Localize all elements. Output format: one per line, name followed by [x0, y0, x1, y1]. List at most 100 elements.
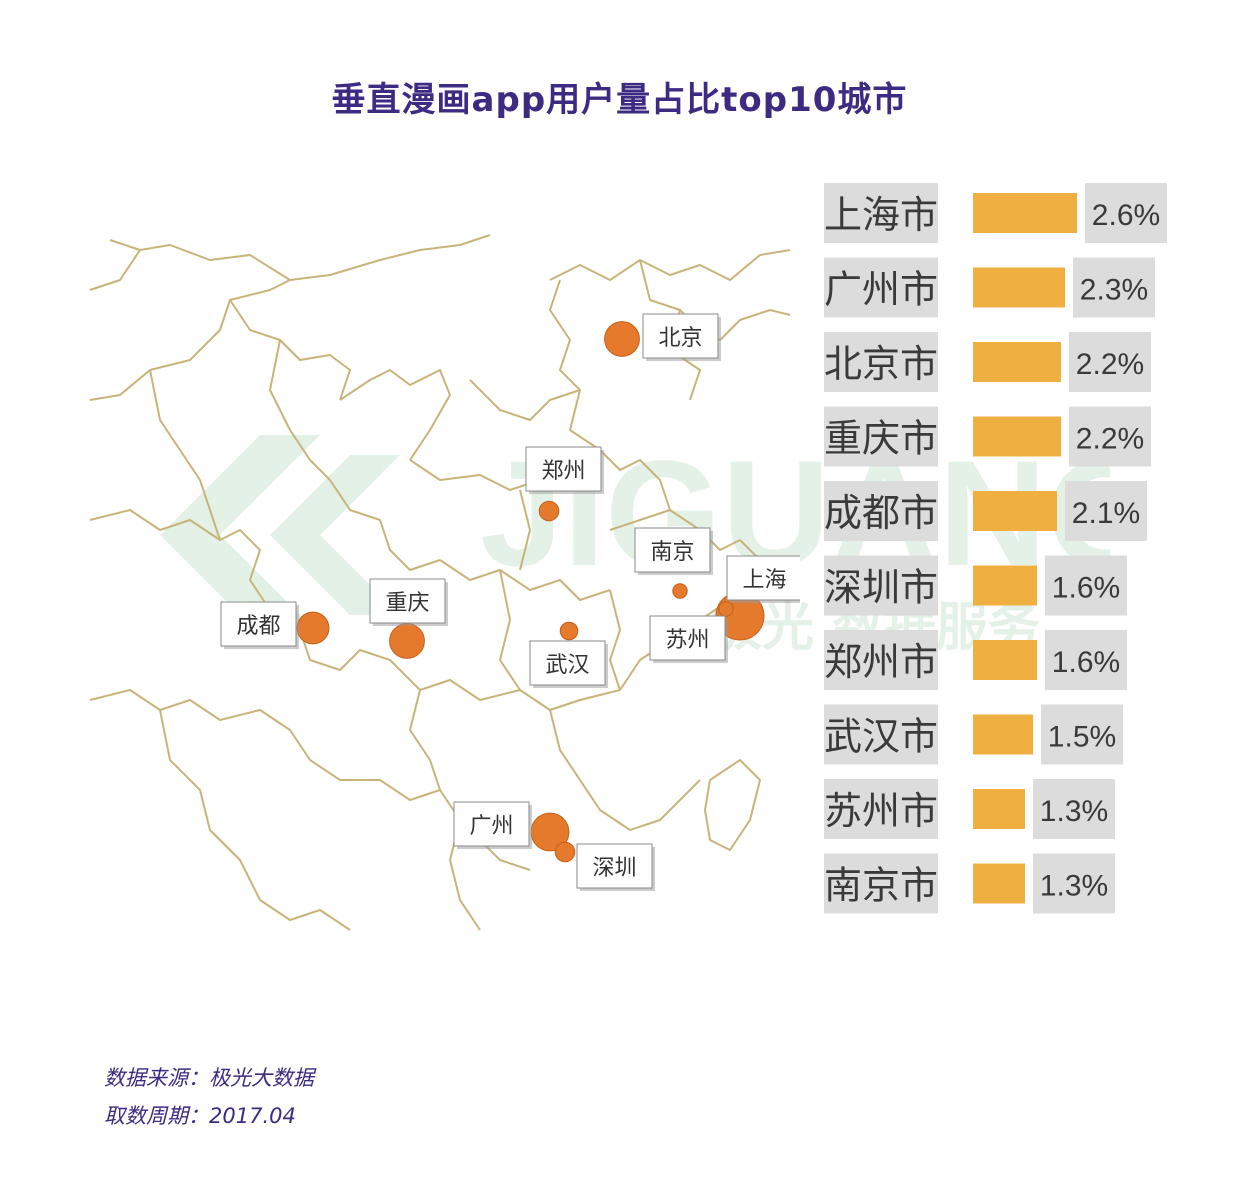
- category-label: 重庆市: [824, 417, 938, 461]
- bar-row: 深圳市 1.6%: [824, 555, 1127, 616]
- city-label-box: [369, 578, 446, 624]
- bar: [973, 193, 1077, 233]
- value-label: 1.3%: [1040, 870, 1108, 903]
- city-label-text: 重庆: [385, 591, 429, 616]
- category-label-bg: [824, 555, 938, 616]
- bar-row: 重庆市 2.2%: [824, 406, 1151, 467]
- bar: [973, 640, 1037, 680]
- category-label-bg: [824, 779, 938, 839]
- city-label: 上海: [726, 555, 800, 603]
- city-label: 重庆: [369, 578, 448, 626]
- value-label-bg: [1073, 257, 1155, 318]
- bar: [973, 714, 1033, 755]
- value-label: 1.3%: [1040, 795, 1108, 828]
- category-label: 郑州市: [824, 640, 938, 684]
- category-label: 广州市: [824, 268, 938, 312]
- value-label: 1.6%: [1052, 572, 1120, 605]
- city-bubble: [554, 841, 576, 863]
- city-bubble: [672, 583, 688, 599]
- city-label-text: 广州: [469, 814, 513, 839]
- bar: [973, 863, 1025, 904]
- value-label: 2.3%: [1080, 274, 1148, 307]
- category-label: 成都市: [824, 491, 938, 535]
- city-label-text: 郑州: [541, 459, 585, 484]
- chart-title: 垂直漫画app用户量占比top10城市: [331, 80, 908, 120]
- city-label-box: [453, 801, 530, 847]
- city-bubble: [296, 611, 330, 645]
- category-label-bg: [824, 630, 938, 690]
- bar-row: 苏州市 1.3%: [824, 779, 1115, 839]
- value-label: 2.6%: [1092, 199, 1160, 232]
- city-label-text: 成都: [236, 614, 280, 639]
- value-label-bg: [1085, 183, 1167, 243]
- bar-row: 广州市 2.3%: [824, 257, 1155, 318]
- bar-row: 成都市 2.1%: [824, 481, 1147, 541]
- city-bubble: [559, 621, 579, 641]
- city-label-box: [529, 640, 606, 686]
- bar: [973, 342, 1061, 382]
- city-label-text: 上海: [742, 568, 786, 593]
- value-label-bg: [1065, 481, 1147, 541]
- city-bubble: [604, 321, 640, 357]
- city-label-text: 北京: [658, 326, 702, 351]
- category-label: 深圳市: [824, 566, 938, 610]
- value-label: 2.1%: [1072, 497, 1140, 530]
- city-label-box: [525, 446, 602, 492]
- city-label: 武汉: [529, 640, 608, 688]
- city-bubbles: [296, 321, 765, 863]
- category-label: 南京市: [824, 864, 938, 908]
- city-label: 郑州: [525, 446, 604, 494]
- category-label-bg: [824, 853, 938, 914]
- city-bubble: [389, 623, 425, 659]
- value-label: 2.2%: [1076, 348, 1144, 381]
- category-label-bg: [824, 257, 938, 318]
- value-label: 2.2%: [1076, 423, 1144, 456]
- category-label: 苏州市: [824, 789, 938, 833]
- bar-row: 郑州市 1.6%: [824, 630, 1127, 690]
- city-label: 深圳: [576, 843, 655, 891]
- bar-rows: 上海市 2.6% 广州市 2.3% 北京市 2.2% 重庆市 2.2% 成都市 2.1% 深圳市 1.…: [824, 183, 1167, 914]
- category-label: 北京市: [824, 342, 938, 386]
- value-label-bg: [1033, 853, 1115, 914]
- city-label: 广州: [453, 801, 532, 849]
- value-label: 1.6%: [1052, 646, 1120, 679]
- city-label-text: 南京: [650, 540, 694, 565]
- city-label: 苏州: [649, 615, 728, 663]
- city-label: 北京: [642, 313, 721, 361]
- category-label-bg: [824, 332, 938, 392]
- bar: [973, 267, 1065, 308]
- value-label-bg: [1041, 704, 1123, 765]
- ranking-bars: 上海市 2.6% 广州市 2.3% 北京市 2.2% 重庆市 2.2% 成都市 2.1% 深圳市 1.…: [824, 183, 1167, 914]
- category-label-bg: [824, 406, 938, 467]
- city-label: 南京: [634, 527, 713, 575]
- city-label-text: 苏州: [665, 628, 709, 653]
- value-label: 1.5%: [1048, 721, 1116, 754]
- bar: [973, 416, 1061, 457]
- city-bubble: [538, 500, 560, 522]
- bar: [973, 565, 1037, 606]
- city-label-box: [576, 843, 653, 889]
- value-label-bg: [1069, 332, 1151, 392]
- city-label-box: [726, 555, 800, 601]
- city-label: 成都: [220, 601, 299, 649]
- value-label-bg: [1069, 406, 1151, 467]
- city-label-box: [642, 313, 719, 359]
- category-label-bg: [824, 704, 938, 765]
- bar-row: 上海市 2.6%: [824, 183, 1167, 243]
- bar: [973, 789, 1025, 829]
- city-label-box: [649, 615, 726, 661]
- value-label-bg: [1033, 779, 1115, 839]
- city-label-text: 武汉: [545, 653, 589, 678]
- city-label-box: [220, 601, 297, 647]
- category-label: 上海市: [824, 193, 938, 237]
- bar-row: 北京市 2.2%: [824, 332, 1151, 392]
- bar-row: 南京市 1.3%: [824, 853, 1115, 914]
- city-label-text: 深圳: [592, 856, 636, 881]
- bar: [973, 491, 1057, 531]
- category-label-bg: [824, 183, 938, 243]
- category-label: 武汉市: [824, 715, 938, 759]
- city-bubble: [718, 601, 734, 617]
- value-label-bg: [1045, 555, 1127, 616]
